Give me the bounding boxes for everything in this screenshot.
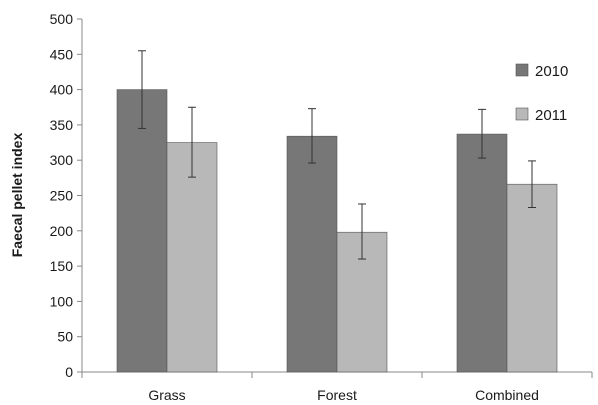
bar: [286, 135, 338, 373]
x-tick-label: Combined: [475, 387, 539, 403]
y-tick-label: 300: [50, 152, 74, 168]
legend-label: 2011: [535, 107, 567, 124]
y-tick-label: 150: [50, 258, 74, 274]
y-axis: 0 50 100 150 200 250 300 350 400 450 500: [50, 11, 83, 380]
legend: 2010 2011: [515, 63, 568, 124]
bar: [166, 142, 218, 373]
y-tick-label: 250: [50, 188, 74, 204]
y-tick-label: 500: [50, 11, 74, 27]
y-tick-label: 50: [57, 329, 73, 345]
bar: [116, 89, 168, 373]
y-tick-label: 400: [50, 82, 74, 98]
y-tick-label: 200: [50, 223, 74, 239]
y-tick-label: 100: [50, 293, 74, 309]
bars: [116, 50, 558, 373]
x-tick-label: Grass: [148, 387, 185, 403]
y-tick-label: 450: [50, 46, 74, 62]
y-tick-label: 350: [50, 117, 74, 133]
bar: [456, 133, 508, 373]
y-axis-title: Faecal pellet index: [9, 133, 25, 258]
bar: [506, 183, 558, 373]
legend-swatch: [515, 63, 529, 77]
legend-label: 2010: [535, 63, 568, 80]
y-tick-label: 0: [65, 364, 73, 380]
x-tick-label: Forest: [317, 387, 357, 403]
legend-swatch: [515, 107, 529, 121]
